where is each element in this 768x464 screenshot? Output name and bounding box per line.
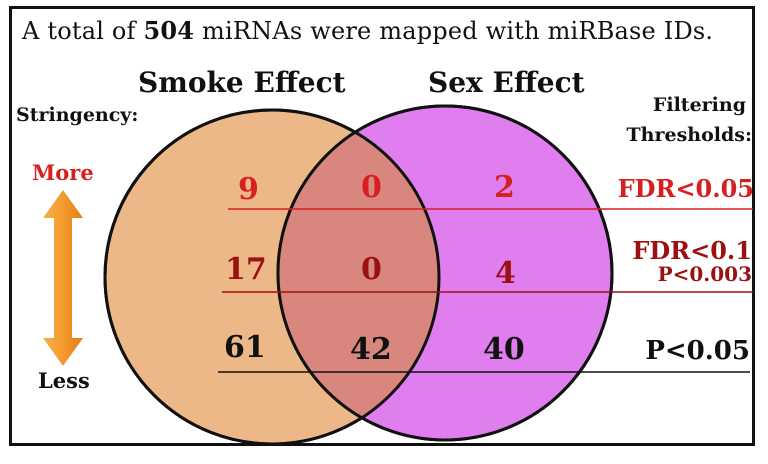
headline-count: 504 [143,16,195,45]
row2-sex-only-count: 4 [495,256,516,291]
row1-smoke-only-count: 9 [238,172,259,207]
stringency-more-label: More [32,160,94,185]
row2-overlap-count: 0 [361,252,382,287]
row1-sex-only-count: 2 [494,170,515,205]
sex-effect-title: Sex Effect [428,66,585,99]
row3-threshold: P<0.05 [645,336,750,366]
overlap-region [278,110,439,440]
headline-suffix: miRNAs were mapped with miRBase IDs. [194,17,714,45]
filtering-label-line2: Thresholds: [626,124,752,146]
headline-prefix: A total of [22,17,144,45]
stringency-label: Stringency: [16,104,139,126]
stringency-less-label: Less [38,368,90,393]
row3-smoke-only-count: 61 [224,330,266,365]
row1-threshold: FDR<0.05 [617,174,754,203]
row2-threshold: FDR<0.1 [632,236,752,265]
row1-overlap-count: 0 [361,170,382,205]
row3-sex-only-count: 40 [483,332,525,367]
row2-threshold-alt: P<0.003 [657,262,752,286]
stringency-arrow-icon [43,190,83,366]
row2-smoke-only-count: 17 [225,252,267,287]
filtering-label-line1: Filtering [652,94,746,116]
sex-effect-outline [276,104,614,442]
headline: A total of 504 miRNAs were mapped with m… [22,16,713,45]
row3-overlap-count: 42 [350,332,392,367]
smoke-effect-title: Smoke Effect [138,66,346,99]
smoke-effect-outline [103,108,441,446]
